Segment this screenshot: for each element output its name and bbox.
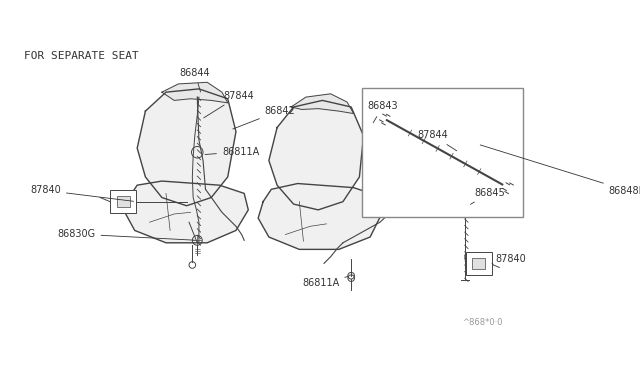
Text: 87840: 87840 xyxy=(30,185,134,201)
Text: 86845: 86845 xyxy=(470,188,506,204)
Polygon shape xyxy=(258,183,381,249)
Polygon shape xyxy=(291,94,354,113)
Text: 86844: 86844 xyxy=(179,68,210,92)
Text: 86842: 86842 xyxy=(233,106,296,129)
FancyBboxPatch shape xyxy=(465,252,492,275)
Polygon shape xyxy=(162,82,228,103)
Bar xyxy=(362,88,523,217)
Bar xyxy=(472,257,485,269)
Text: ^868*0·0: ^868*0·0 xyxy=(462,318,503,327)
Text: 87840: 87840 xyxy=(492,254,526,264)
Text: 86848P: 86848P xyxy=(480,145,640,196)
Polygon shape xyxy=(137,89,236,206)
Polygon shape xyxy=(269,100,364,210)
Bar xyxy=(116,196,130,208)
Text: 86811A: 86811A xyxy=(205,147,259,157)
FancyBboxPatch shape xyxy=(110,190,136,213)
Text: 86830G: 86830G xyxy=(58,229,195,240)
Text: 87844: 87844 xyxy=(204,91,254,118)
Text: 87844: 87844 xyxy=(417,130,457,151)
Text: 86811A: 86811A xyxy=(302,276,349,288)
Polygon shape xyxy=(125,181,248,243)
Text: 86843: 86843 xyxy=(367,102,398,123)
Text: FOR SEPARATE SEAT: FOR SEPARATE SEAT xyxy=(24,51,139,61)
